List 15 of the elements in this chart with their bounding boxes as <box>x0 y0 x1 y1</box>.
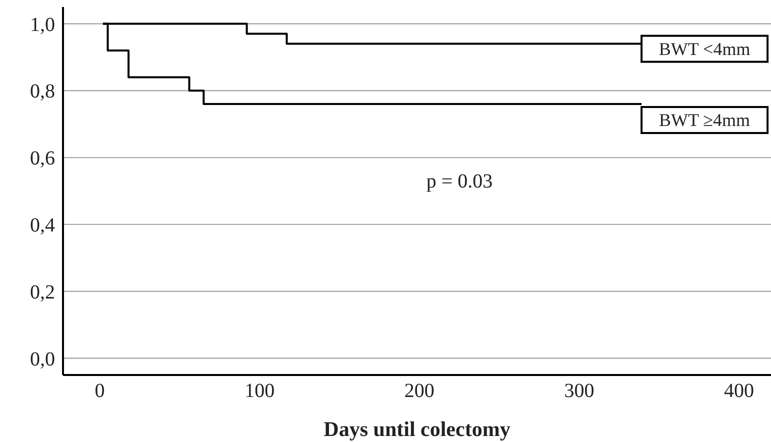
y-tick-label: 0,0 <box>30 348 55 370</box>
y-tick-label: 0,8 <box>30 80 55 103</box>
annotation: p = 0.03 <box>426 170 493 192</box>
x-axis-title: Days until colectomy <box>324 417 511 441</box>
series-label: BWT ≥4mm <box>659 110 750 130</box>
series-label: BWT <4mm <box>658 38 750 59</box>
x-tick-label: 200 <box>404 380 434 402</box>
y-tick-label: 0,6 <box>30 148 55 170</box>
y-tick-label: 0,2 <box>30 281 55 304</box>
y-tick-label: 0,4 <box>30 214 55 237</box>
x-tick-label: 400 <box>724 380 754 402</box>
x-tick-label: 300 <box>564 380 594 402</box>
y-tick-label: 1,0 <box>30 14 55 36</box>
x-tick-label: 100 <box>244 380 275 402</box>
x-tick-label: 0 <box>94 380 105 402</box>
